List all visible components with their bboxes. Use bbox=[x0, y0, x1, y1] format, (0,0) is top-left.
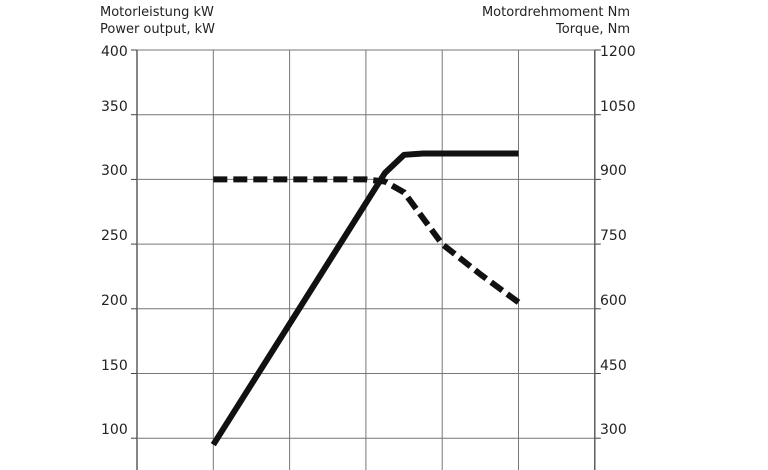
left-tick-label: 400 bbox=[101, 44, 128, 60]
left-tick-label: 200 bbox=[101, 292, 128, 309]
right-axis-title-de: Motordrehmoment Nm bbox=[481, 5, 630, 20]
right-tick-label: 450 bbox=[600, 357, 627, 374]
left-axis-title-de: Motorleistung kW bbox=[100, 5, 214, 20]
left-tick-label: 250 bbox=[101, 228, 128, 245]
power-output-line bbox=[210, 150, 519, 447]
right-tick-label: 600 bbox=[600, 292, 627, 309]
right-tick-label: 1200 bbox=[600, 44, 636, 60]
right-tick-label: 750 bbox=[600, 228, 627, 245]
right-tick-label: 1050 bbox=[600, 98, 636, 115]
left-tick-label: 100 bbox=[101, 422, 128, 439]
right-tick-label: 900 bbox=[600, 163, 627, 180]
left-tick-label: 350 bbox=[101, 98, 128, 115]
right-tick-label: 300 bbox=[600, 422, 627, 439]
right-axis-title-en: Torque, Nm bbox=[556, 22, 630, 37]
left-tick-label: 150 bbox=[101, 357, 128, 374]
left-axis-title-en: Power output, kW bbox=[100, 22, 215, 37]
left-tick-label: 300 bbox=[101, 163, 128, 180]
torque-line bbox=[213, 176, 521, 305]
